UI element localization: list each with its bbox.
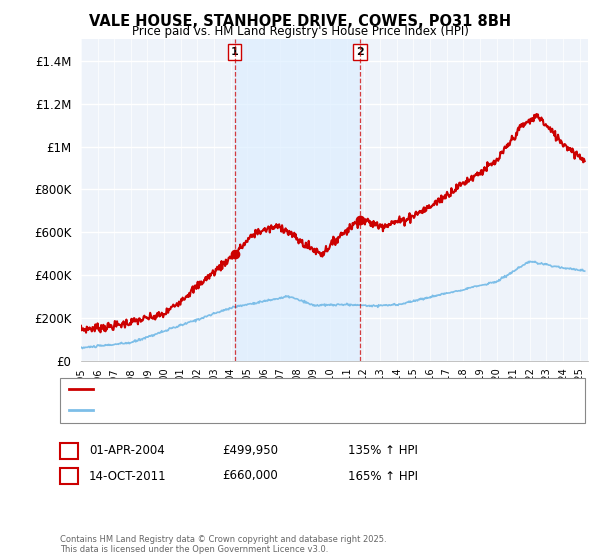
Text: Price paid vs. HM Land Registry's House Price Index (HPI): Price paid vs. HM Land Registry's House …	[131, 25, 469, 38]
Text: 1: 1	[231, 47, 239, 57]
Bar	[235, 39, 360, 361]
Text: HPI: Average price, detached house, Isle of Wight: HPI: Average price, detached house, Isle…	[97, 404, 344, 414]
Text: VALE HOUSE, STANHOPE DRIVE, COWES, PO31 8BH (detached house): VALE HOUSE, STANHOPE DRIVE, COWES, PO31 …	[97, 383, 445, 393]
Text: 14-OCT-2011: 14-OCT-2011	[89, 469, 166, 483]
Text: £499,950: £499,950	[222, 444, 278, 458]
Text: VALE HOUSE, STANHOPE DRIVE, COWES, PO31 8BH: VALE HOUSE, STANHOPE DRIVE, COWES, PO31 …	[89, 14, 511, 29]
Text: 1: 1	[65, 444, 73, 458]
Text: 2: 2	[356, 47, 364, 57]
Text: 01-APR-2004: 01-APR-2004	[89, 444, 164, 458]
Text: £660,000: £660,000	[222, 469, 278, 483]
Text: Contains HM Land Registry data © Crown copyright and database right 2025.
This d: Contains HM Land Registry data © Crown c…	[60, 535, 386, 554]
Text: 135% ↑ HPI: 135% ↑ HPI	[348, 444, 418, 458]
Text: 165% ↑ HPI: 165% ↑ HPI	[348, 469, 418, 483]
Text: 2: 2	[65, 469, 73, 483]
